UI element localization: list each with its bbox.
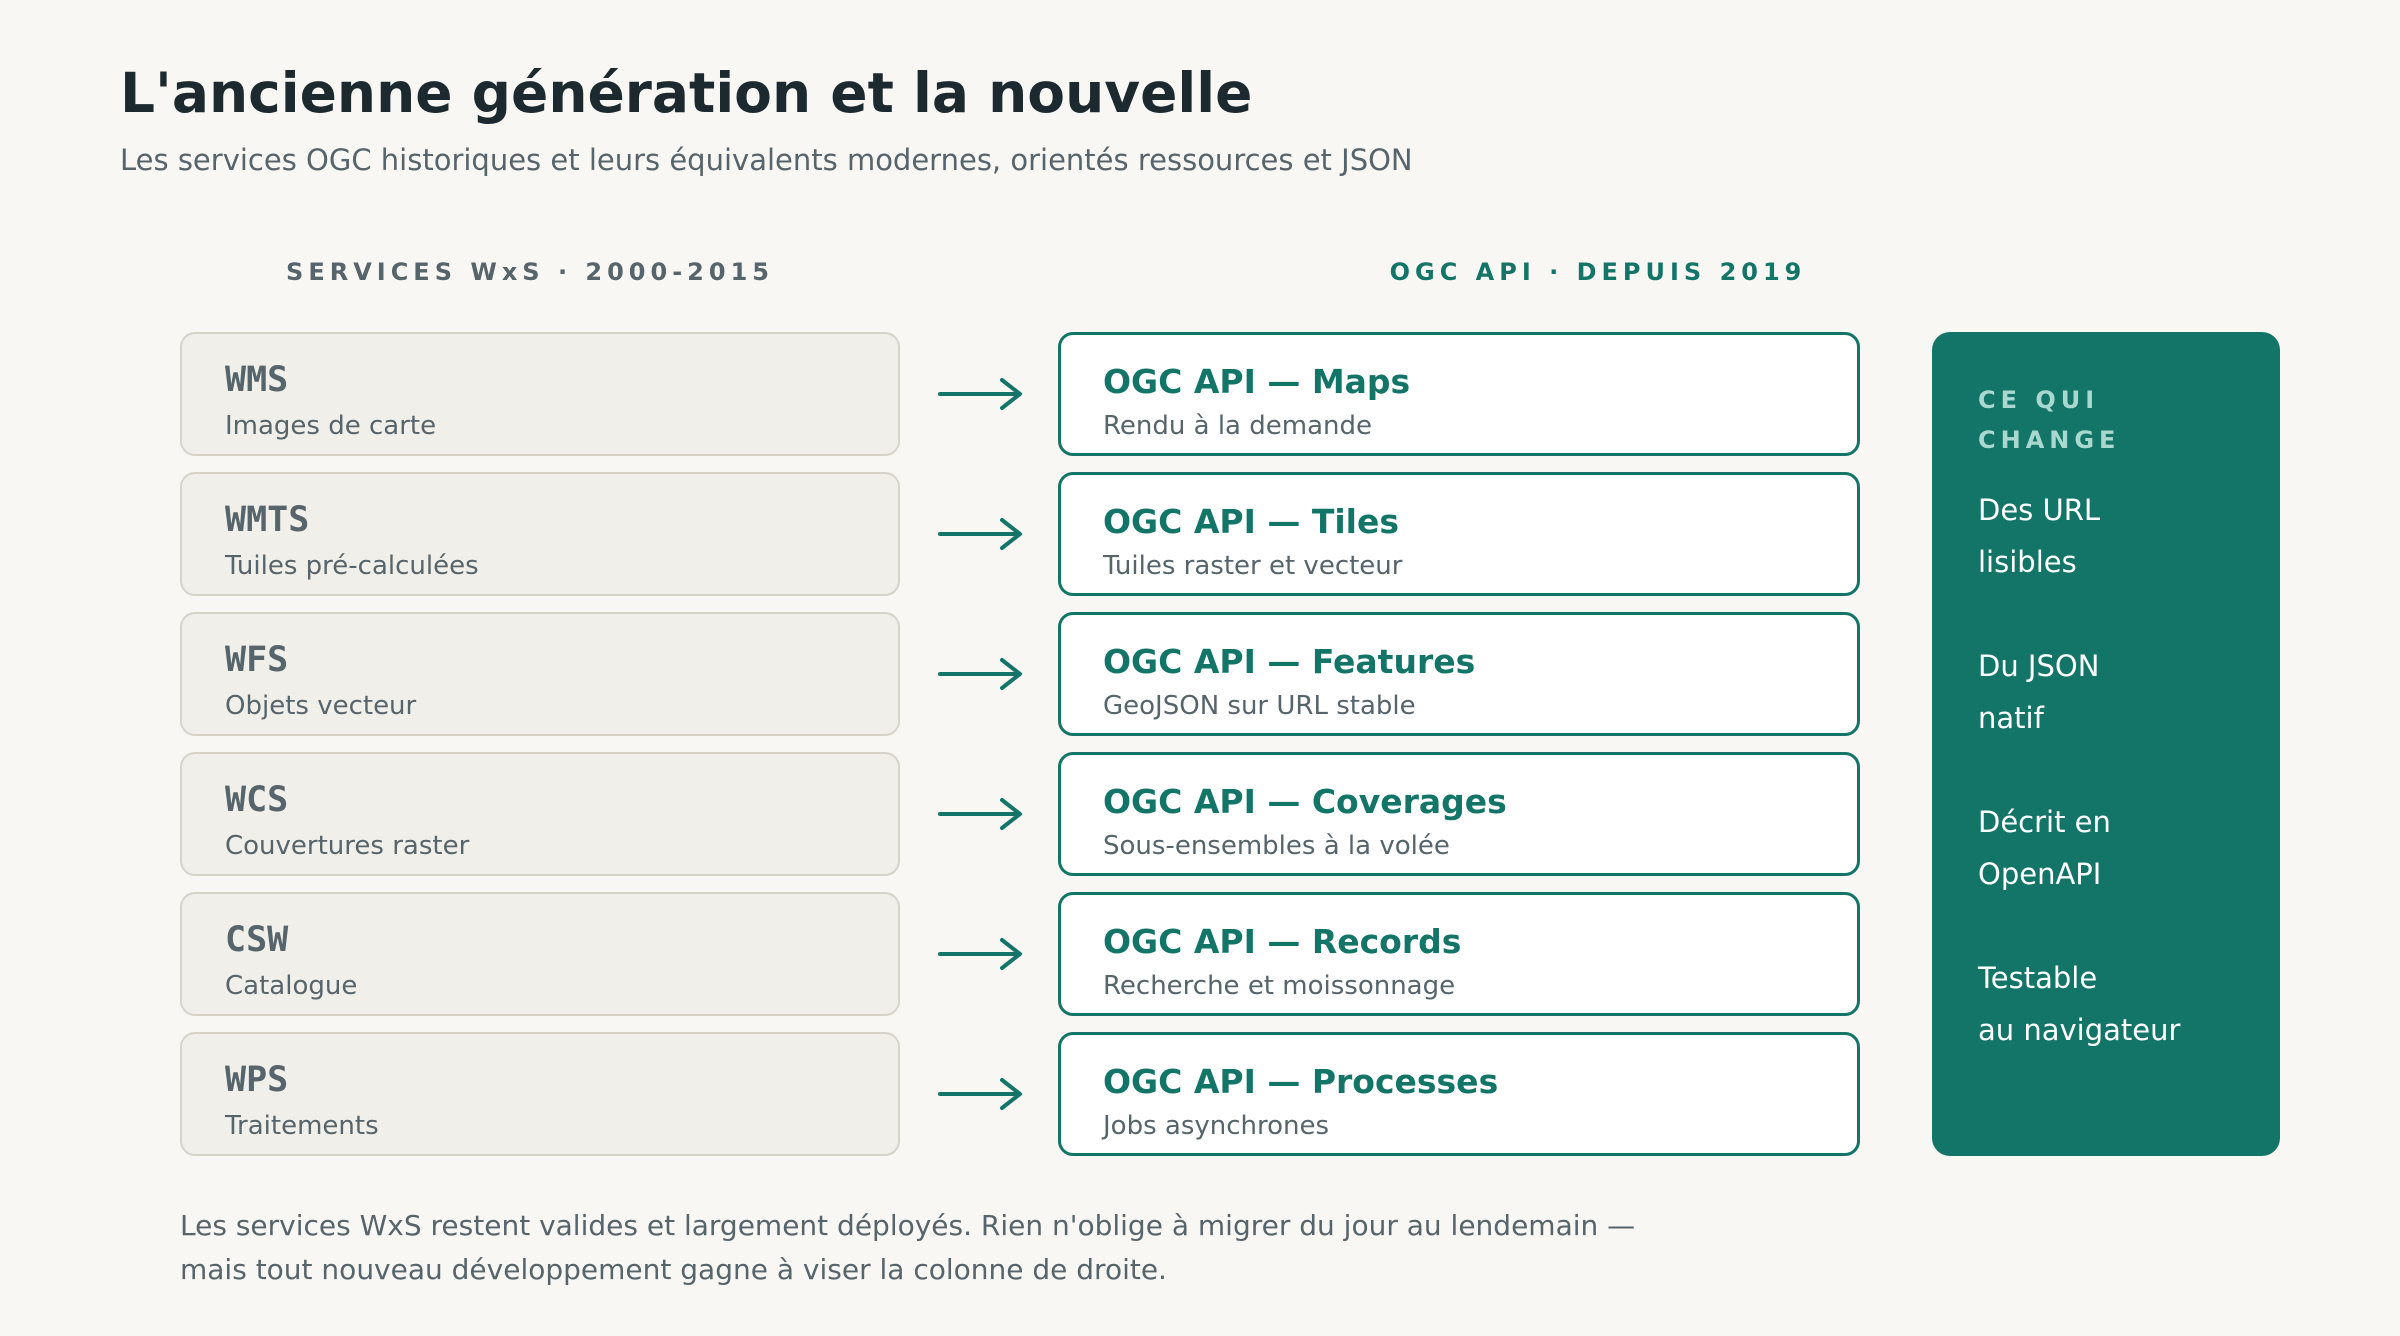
legacy-service-description: Traitements: [225, 1111, 379, 1141]
page-subtitle: Les services OGC historiques et leurs éq…: [120, 143, 1413, 177]
legacy-service-name: CSW: [225, 920, 289, 960]
legacy-column-header: SERVICES WxS · 2000-2015: [286, 258, 774, 286]
legacy-service-name: WMTS: [225, 500, 310, 540]
modern-api-card: OGC API — Processes Jobs asynchrones: [1058, 1032, 1860, 1156]
arrow-right-icon: [938, 518, 1022, 550]
footer-note: Les services WxS restent valides et larg…: [180, 1209, 1636, 1286]
change-item-native-json: Du JSON natif: [1978, 649, 2100, 735]
legacy-service-card: WMTS Tuiles pré-calculées: [180, 472, 900, 596]
modern-api-description: Jobs asynchrones: [1103, 1111, 1330, 1141]
modern-api-description: GeoJSON sur URL stable: [1103, 691, 1416, 721]
modern-api-description: Tuiles raster et vecteur: [1103, 551, 1403, 581]
legacy-service-description: Objets vecteur: [225, 691, 417, 721]
legacy-service-card: WPS Traitements: [180, 1032, 900, 1156]
legacy-service-card: WMS Images de carte: [180, 332, 900, 456]
modern-api-description: Rendu à la demande: [1103, 411, 1372, 441]
legacy-service-name: WCS: [225, 780, 289, 820]
legacy-service-name: WMS: [225, 360, 289, 400]
modern-api-description: Recherche et moissonnage: [1103, 971, 1456, 1001]
modern-api-name: OGC API — Tiles: [1103, 502, 1399, 541]
arrow-right-icon: [938, 938, 1022, 970]
legacy-service-name: WFS: [225, 640, 289, 680]
legacy-service-description: Tuiles pré-calculées: [225, 551, 479, 581]
changes-panel: CE QUI CHANGE Des URL lisibles Du JSON n…: [1932, 332, 2280, 1156]
legacy-service-card: CSW Catalogue: [180, 892, 900, 1016]
legacy-service-description: Couvertures raster: [225, 831, 470, 861]
modern-api-card: OGC API — Records Recherche et moissonna…: [1058, 892, 1860, 1016]
change-item-readable-urls: Des URL lisibles: [1978, 493, 2101, 579]
comparison-row-wmts: WMTS Tuiles pré-calculées OGC API — Tile…: [180, 472, 1860, 596]
page-title: L'ancienne génération et la nouvelle: [120, 61, 1253, 125]
change-item-browser-testable: Testable au navigateur: [1978, 961, 2181, 1047]
comparison-row-csw: CSW Catalogue OGC API — Records Recherch…: [180, 892, 1860, 1016]
modern-column-header: OGC API · DEPUIS 2019: [1389, 258, 1807, 286]
change-item-openapi: Décrit en OpenAPI: [1978, 805, 2111, 891]
comparison-row-wcs: WCS Couvertures raster OGC API — Coverag…: [180, 752, 1860, 876]
legacy-service-card: WCS Couvertures raster: [180, 752, 900, 876]
comparison-row-wfs: WFS Objets vecteur OGC API — Features Ge…: [180, 612, 1860, 736]
modern-api-name: OGC API — Maps: [1103, 362, 1411, 401]
arrow-right-icon: [938, 658, 1022, 690]
arrow-right-icon: [938, 1078, 1022, 1110]
legacy-service-name: WPS: [225, 1060, 289, 1100]
comparison-row-wps: WPS Traitements OGC API — Processes Jobs…: [180, 1032, 1860, 1156]
arrow-right-icon: [938, 798, 1022, 830]
legacy-service-description: Images de carte: [225, 411, 437, 441]
modern-api-card: OGC API — Maps Rendu à la demande: [1058, 332, 1860, 456]
modern-api-card: OGC API — Features GeoJSON sur URL stabl…: [1058, 612, 1860, 736]
arrow-right-icon: [938, 378, 1022, 410]
modern-api-card: OGC API — Coverages Sous-ensembles à la …: [1058, 752, 1860, 876]
comparison-row-wms: WMS Images de carte OGC API — Maps Rendu…: [180, 332, 1860, 456]
legacy-service-card: WFS Objets vecteur: [180, 612, 900, 736]
modern-api-name: OGC API — Processes: [1103, 1062, 1499, 1101]
modern-api-name: OGC API — Features: [1103, 642, 1476, 681]
legacy-service-description: Catalogue: [225, 971, 358, 1001]
modern-api-name: OGC API — Records: [1103, 922, 1462, 961]
modern-api-card: OGC API — Tiles Tuiles raster et vecteur: [1058, 472, 1860, 596]
modern-api-name: OGC API — Coverages: [1103, 782, 1507, 821]
modern-api-description: Sous-ensembles à la volée: [1103, 831, 1450, 861]
comparison-rows: WMS Images de carte OGC API — Maps Rendu…: [180, 332, 1860, 1172]
changes-panel-title: CE QUI CHANGE: [1978, 386, 2121, 454]
